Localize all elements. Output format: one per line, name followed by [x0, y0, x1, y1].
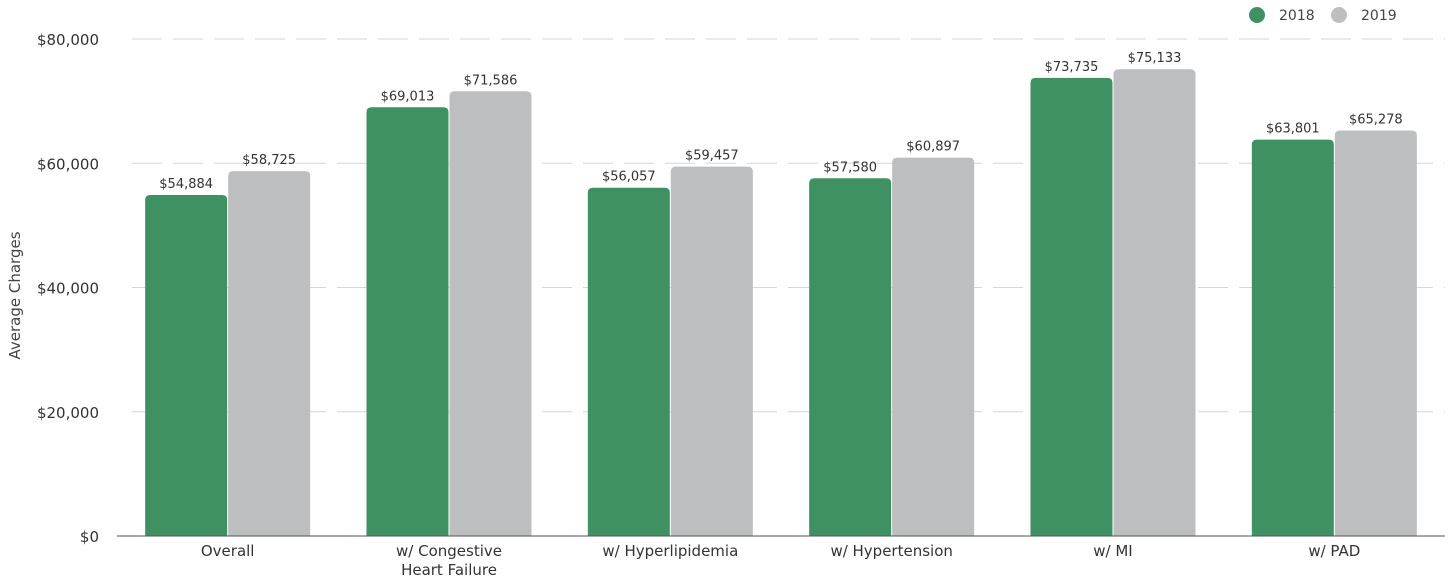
legend-swatch-2018[interactable]: [1249, 7, 1265, 23]
y-tick-label: $20,000: [37, 404, 99, 422]
y-tick-label: $60,000: [37, 155, 99, 173]
legend[interactable]: 2018 2019: [1249, 7, 1397, 24]
bar-2018-2[interactable]: [587, 187, 670, 536]
data-label: $69,013: [381, 89, 435, 104]
x-category-label: w/ Hyperlipidemia: [602, 542, 738, 560]
data-label: $71,586: [464, 73, 518, 88]
bar-2019-5[interactable]: [1334, 130, 1417, 536]
data-label: $60,897: [906, 140, 960, 155]
x-category-label: w/ MI: [1093, 542, 1132, 560]
data-label: $54,884: [159, 177, 213, 192]
y-tick-label: $80,000: [37, 31, 99, 49]
bar-2019-1[interactable]: [449, 91, 532, 536]
x-category-label: Overall: [201, 542, 255, 560]
bar-2018-1[interactable]: [366, 107, 449, 536]
data-label: $56,057: [602, 170, 656, 185]
x-category-label: w/ Hypertension: [830, 542, 952, 560]
x-category-label: w/ PAD: [1308, 542, 1360, 560]
bars: [145, 69, 1417, 537]
data-label: $59,457: [685, 149, 739, 164]
x-category-label: Heart Failure: [401, 561, 497, 579]
legend-label-2019[interactable]: 2019: [1361, 8, 1397, 24]
data-label: $57,580: [823, 160, 877, 175]
bar-2018-0[interactable]: [145, 195, 228, 537]
data-label: $75,133: [1128, 51, 1182, 66]
legend-label-2018[interactable]: 2018: [1279, 8, 1315, 24]
y-axis-title: Average Charges: [6, 231, 24, 359]
y-tick-label: $40,000: [37, 280, 99, 298]
bar-2018-4[interactable]: [1030, 77, 1113, 536]
bar-2019-2[interactable]: [670, 166, 753, 536]
y-axis-ticks: $0 $20,000 $40,000 $60,000 $80,000: [37, 31, 99, 546]
bar-2019-0[interactable]: [228, 171, 311, 536]
bar-2019-3[interactable]: [892, 157, 975, 537]
data-labels: $54,884 $58,725 $69,013 $71,586 $56,057 $59,4…: [159, 51, 1402, 192]
bar-2018-5[interactable]: [1251, 139, 1334, 536]
data-label: $73,735: [1045, 60, 1099, 75]
data-label: $58,725: [242, 153, 296, 168]
legend-swatch-2019[interactable]: [1331, 7, 1347, 23]
y-tick-label: $0: [80, 528, 99, 546]
bar-2018-3[interactable]: [809, 178, 892, 537]
x-category-label: w/ Congestive: [396, 542, 502, 560]
bar-2019-4[interactable]: [1113, 69, 1196, 536]
gridlines: [132, 38, 1445, 413]
data-label: $63,801: [1266, 122, 1320, 137]
data-label: $65,278: [1349, 112, 1403, 127]
